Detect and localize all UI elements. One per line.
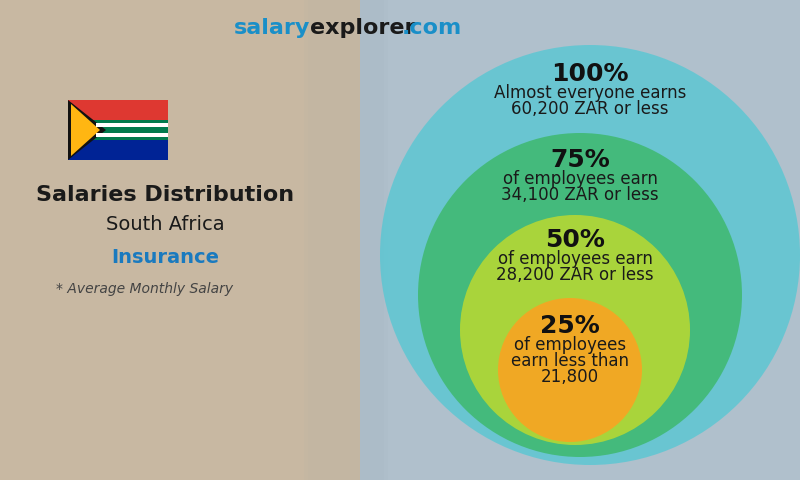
Text: 100%: 100%	[551, 62, 629, 86]
Text: South Africa: South Africa	[106, 215, 224, 234]
Bar	[312, 0, 320, 480]
Bar	[356, 0, 364, 480]
Bar	[320, 0, 328, 480]
Ellipse shape	[380, 45, 800, 465]
Bar	[96, 133, 168, 137]
Bar	[68, 100, 168, 130]
Bar	[352, 0, 360, 480]
Bar	[328, 0, 336, 480]
Bar	[332, 0, 340, 480]
Text: 75%: 75%	[550, 148, 610, 172]
Text: .com: .com	[402, 18, 462, 38]
Text: 50%: 50%	[545, 228, 605, 252]
Text: earn less than: earn less than	[511, 352, 629, 370]
Bar	[368, 0, 376, 480]
Bar	[316, 0, 324, 480]
Text: Almost everyone earns: Almost everyone earns	[494, 84, 686, 102]
Text: Insurance: Insurance	[111, 248, 219, 267]
Bar	[380, 0, 388, 480]
Bar	[344, 0, 352, 480]
Bar	[360, 0, 368, 480]
Text: 60,200 ZAR or less: 60,200 ZAR or less	[511, 100, 669, 118]
Text: * Average Monthly Salary: * Average Monthly Salary	[57, 282, 234, 296]
Text: 28,200 ZAR or less: 28,200 ZAR or less	[496, 266, 654, 284]
Ellipse shape	[418, 133, 742, 457]
Ellipse shape	[460, 215, 690, 445]
Text: 34,100 ZAR or less: 34,100 ZAR or less	[501, 186, 659, 204]
Bar	[340, 0, 348, 480]
Text: salary: salary	[234, 18, 310, 38]
Polygon shape	[71, 104, 100, 156]
Text: Salaries Distribution: Salaries Distribution	[36, 185, 294, 205]
Bar	[68, 120, 168, 140]
Text: of employees earn: of employees earn	[498, 250, 653, 268]
Text: 25%: 25%	[540, 314, 600, 338]
Bar	[0, 0, 360, 480]
Text: of employees: of employees	[514, 336, 626, 354]
Bar	[348, 0, 356, 480]
Text: 21,800: 21,800	[541, 368, 599, 386]
Bar	[308, 0, 316, 480]
Bar	[96, 123, 168, 127]
Text: of employees earn: of employees earn	[502, 170, 658, 188]
Text: explorer: explorer	[310, 18, 415, 38]
Bar	[68, 130, 168, 160]
Bar	[372, 0, 380, 480]
Bar	[336, 0, 344, 480]
Ellipse shape	[498, 298, 642, 442]
Bar	[324, 0, 332, 480]
Bar	[360, 0, 800, 480]
Bar	[376, 0, 384, 480]
Bar	[304, 0, 312, 480]
Bar	[364, 0, 372, 480]
Polygon shape	[68, 100, 106, 160]
